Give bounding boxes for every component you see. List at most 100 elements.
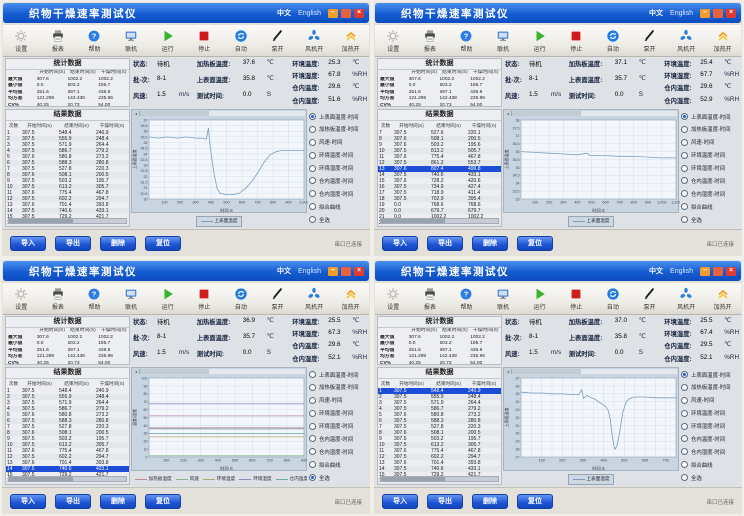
result-row[interactable]: 15 307.5 729.2 421.7 <box>378 472 501 478</box>
scrollbar-thumb[interactable] <box>512 369 582 374</box>
minimize-button[interactable]: – <box>328 266 338 276</box>
series-option-5[interactable]: 仓内温度-时间 <box>681 175 739 186</box>
result-row[interactable]: 9 307.6 503.2 195.6 <box>378 142 501 148</box>
result-row[interactable]: 20 0.0 679.7 679.7 <box>378 208 501 214</box>
radio-icon[interactable] <box>681 448 688 456</box>
maximize-button[interactable] <box>341 8 351 18</box>
lang-english-button[interactable]: English <box>670 9 693 17</box>
radio-icon[interactable] <box>681 409 688 417</box>
scroll-left-arrow-icon[interactable]: ◂ <box>505 369 512 374</box>
result-row[interactable]: 21 0.0 1002.2 1002.2 <box>378 214 501 220</box>
radio-icon[interactable] <box>309 151 316 159</box>
radio-icon[interactable] <box>309 383 316 391</box>
series-option-1[interactable]: 加热板温度-时间 <box>309 124 367 135</box>
series-option-5[interactable]: 仓内温度-时间 <box>681 433 739 444</box>
result-row[interactable]: 12 307.5 861.2 553.7 <box>378 160 501 166</box>
result-row[interactable]: 15 307.6 728.2 420.6 <box>378 178 501 184</box>
result-row[interactable]: 9 307.5 503.2 195.7 <box>6 178 129 184</box>
result-row[interactable]: 15 307.5 729.2 421.7 <box>6 214 129 220</box>
result-row[interactable]: 14 307.5 740.6 433.1 <box>378 466 501 472</box>
result-row[interactable]: 10 307.5 613.2 305.7 <box>378 442 501 448</box>
delete-button[interactable]: 删除 <box>472 494 508 509</box>
radio-icon[interactable] <box>681 422 688 430</box>
toolbar-help[interactable]: 帮助 <box>448 25 485 56</box>
toolbar-heat[interactable]: 加热开 <box>332 283 369 314</box>
toolbar-pump[interactable]: 泵开 <box>259 25 296 56</box>
radio-icon[interactable] <box>681 383 688 391</box>
close-button[interactable]: × <box>726 8 736 18</box>
toolbar-stop[interactable]: 停止 <box>186 283 223 314</box>
delete-button[interactable]: 删除 <box>472 236 508 251</box>
result-row[interactable]: 13 307.6 807.4 499.8 <box>378 166 501 172</box>
radio-icon[interactable] <box>309 461 316 469</box>
result-row[interactable]: 4 307.5 586.7 279.2 <box>6 148 129 154</box>
toolbar-auto[interactable]: 自动 <box>595 283 632 314</box>
reset-button[interactable]: 复位 <box>145 236 181 251</box>
result-row[interactable]: 10 307.5 813.2 505.7 <box>378 148 501 154</box>
series-option-3[interactable]: 环境温度-时间 <box>309 150 367 161</box>
series-option-1[interactable]: 加热板温度-时间 <box>681 382 739 393</box>
series-option-4[interactable]: 环境湿度-时间 <box>681 421 739 432</box>
export-button[interactable]: 导出 <box>55 494 91 509</box>
series-option-7[interactable]: 拟合曲线 <box>309 201 367 212</box>
scrollbar-thumb[interactable] <box>512 111 582 116</box>
toolbar-link[interactable]: 联机 <box>485 283 522 314</box>
scrollbar-thumb[interactable] <box>381 477 446 481</box>
results-h-scrollbar[interactable] <box>8 476 127 482</box>
series-option-6[interactable]: 仓内湿度-时间 <box>681 446 739 457</box>
series-option-2[interactable]: 风速-时间 <box>681 137 739 148</box>
result-row[interactable]: 11 307.6 775.4 467.8 <box>6 448 129 454</box>
toolbar-fan[interactable]: 风机开 <box>668 25 705 56</box>
series-option-1[interactable]: 加热板温度-时间 <box>309 382 367 393</box>
toolbar-auto[interactable]: 自动 <box>223 25 260 56</box>
scroll-left-arrow-icon[interactable]: ◂ <box>133 111 140 116</box>
radio-icon[interactable] <box>681 151 688 159</box>
series-option-7[interactable]: 拟合曲线 <box>309 459 367 470</box>
result-row[interactable]: 7 307.5 527.8 220.3 <box>378 424 501 430</box>
scroll-left-arrow-icon[interactable]: ◂ <box>505 111 512 116</box>
radio-icon[interactable] <box>309 435 316 443</box>
scrollbar-track[interactable] <box>512 111 677 116</box>
radio-icon[interactable] <box>309 396 316 404</box>
result-row[interactable]: 14 307.5 740.6 433.1 <box>378 172 501 178</box>
radio-icon[interactable] <box>309 216 316 223</box>
series-option-8[interactable]: 全选 <box>309 214 367 225</box>
reset-button[interactable]: 复位 <box>517 236 553 251</box>
radio-icon[interactable] <box>309 138 316 146</box>
series-option-1[interactable]: 加热板温度-时间 <box>681 124 739 135</box>
result-row[interactable]: 2 307.5 555.9 248.4 <box>6 394 129 400</box>
toolbar-gear[interactable]: 设置 <box>3 283 40 314</box>
maximize-button[interactable] <box>713 8 723 18</box>
series-option-6[interactable]: 仓内湿度-时间 <box>309 446 367 457</box>
result-row[interactable]: 3 307.5 571.9 264.4 <box>6 142 129 148</box>
radio-icon[interactable] <box>309 177 316 185</box>
radio-icon[interactable] <box>309 474 316 481</box>
result-row[interactable]: 13 307.6 701.4 393.8 <box>6 460 129 466</box>
result-row[interactable]: 5 307.6 580.8 273.2 <box>6 154 129 160</box>
scrollbar-track[interactable] <box>512 369 677 374</box>
close-button[interactable]: × <box>354 266 364 276</box>
series-option-0[interactable]: 上表面温度-时间 <box>681 369 739 380</box>
result-row[interactable]: 13 307.6 701.4 393.8 <box>378 460 501 466</box>
radio-icon[interactable] <box>681 203 688 211</box>
radio-icon[interactable] <box>681 216 688 223</box>
scrollbar-track[interactable] <box>140 369 305 374</box>
minimize-button[interactable]: – <box>700 266 710 276</box>
result-row[interactable]: 17 307.5 718.9 411.4 <box>378 190 501 196</box>
minimize-button[interactable]: – <box>700 8 710 18</box>
toolbar-help[interactable]: 帮助 <box>448 283 485 314</box>
result-row[interactable]: 3 307.5 571.9 264.4 <box>6 400 129 406</box>
radio-icon[interactable] <box>309 125 316 133</box>
series-option-0[interactable]: 上表面温度-时间 <box>309 111 367 122</box>
radio-icon[interactable] <box>681 435 688 443</box>
result-row[interactable]: 7 307.5 527.6 220.1 <box>378 130 501 136</box>
reset-button[interactable]: 复位 <box>517 494 553 509</box>
lang-english-button[interactable]: English <box>298 9 321 17</box>
result-row[interactable]: 14 307.5 740.6 433.1 <box>6 208 129 214</box>
chart-h-scrollbar[interactable]: ◂ <box>133 111 305 116</box>
radio-icon[interactable] <box>681 125 688 133</box>
results-h-scrollbar[interactable] <box>380 476 499 482</box>
result-row[interactable]: 8 307.6 508.1 200.5 <box>6 172 129 178</box>
result-row[interactable]: 6 307.5 588.3 280.8 <box>378 418 501 424</box>
radio-icon[interactable] <box>309 113 316 120</box>
